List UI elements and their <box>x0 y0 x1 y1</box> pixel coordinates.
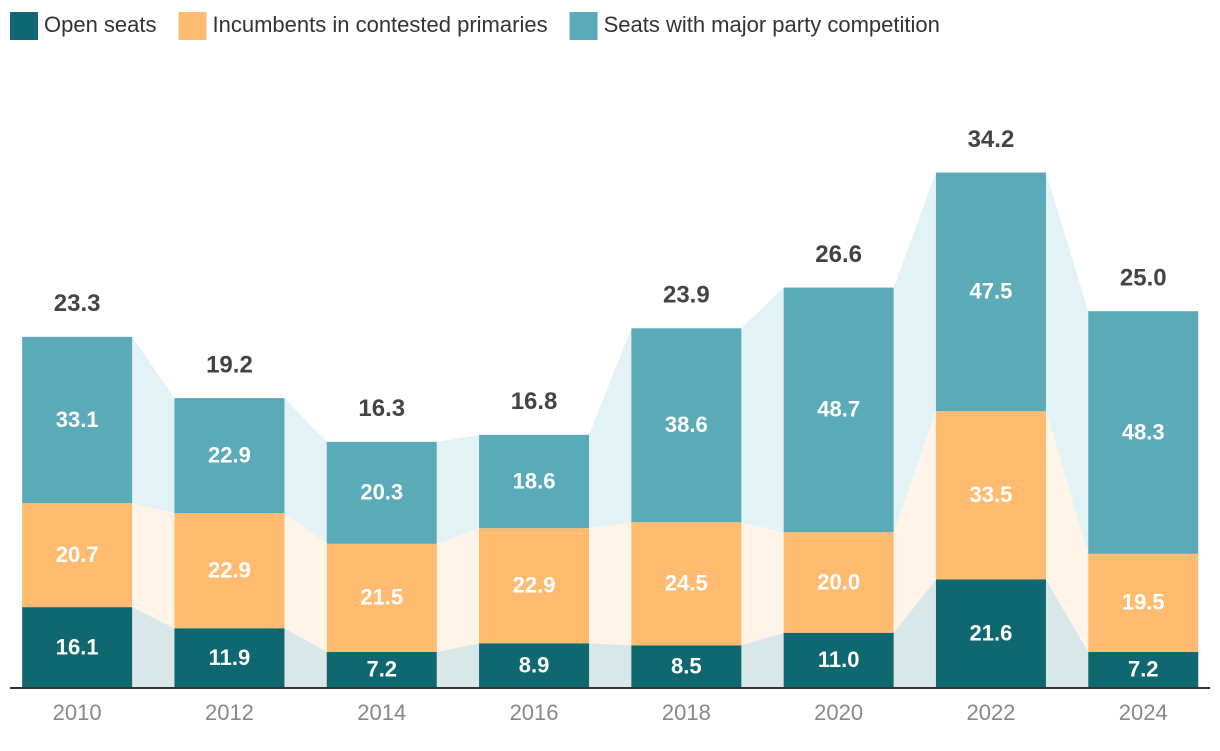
bar-segment <box>631 522 742 646</box>
segment-label: 7.2 <box>1128 657 1159 682</box>
bar-segment <box>935 411 1046 580</box>
connector <box>436 434 480 544</box>
connector <box>132 336 175 514</box>
total-label: 25.0 <box>1120 265 1167 292</box>
segment-label: 8.5 <box>671 653 702 678</box>
connector <box>132 503 175 629</box>
legend-label: Open seats <box>44 12 157 37</box>
connector <box>741 287 784 533</box>
bar-segment <box>935 172 1046 412</box>
x-tick-label: 2012 <box>205 700 254 725</box>
segment-label: 19.5 <box>1122 590 1165 615</box>
segment-label: 24.5 <box>665 571 708 596</box>
connector <box>741 632 784 688</box>
segment-label: 11.9 <box>209 645 251 670</box>
bar-segment <box>22 336 133 504</box>
connector <box>1045 411 1089 652</box>
bar-segment <box>22 503 133 608</box>
bar-segment <box>479 528 590 644</box>
connector <box>589 522 632 646</box>
connector <box>1045 172 1089 554</box>
segment-label: 20.0 <box>817 569 860 594</box>
connector <box>893 172 936 533</box>
segment-label: 33.1 <box>56 407 99 432</box>
bar-segment <box>1088 553 1199 652</box>
total-label: 23.3 <box>54 290 101 317</box>
connector <box>893 579 936 688</box>
connector <box>132 607 175 688</box>
bar-segment <box>479 434 590 529</box>
bar-segment <box>783 532 894 633</box>
legend-label: Incumbents in contested primaries <box>213 12 548 37</box>
connector <box>436 528 480 652</box>
total-label: 23.9 <box>663 282 710 309</box>
legend-label: Seats with major party competition <box>604 12 940 37</box>
segment-label: 11.0 <box>818 647 860 672</box>
segment-label: 22.9 <box>513 573 556 598</box>
legend-swatch <box>569 12 598 40</box>
legend-swatch <box>10 12 38 40</box>
connector <box>436 643 480 688</box>
connector <box>589 328 632 529</box>
legend-swatch <box>178 12 207 40</box>
bar-segment <box>935 579 1046 688</box>
total-label: 34.2 <box>968 126 1015 153</box>
bar-segment <box>174 513 285 629</box>
segment-label: 33.5 <box>970 482 1013 507</box>
segment-label: 18.6 <box>513 468 556 493</box>
bar-segment <box>22 607 133 688</box>
segment-label: 48.3 <box>1122 419 1165 444</box>
bar-segment <box>326 651 437 688</box>
segment-label: 7.2 <box>366 657 397 682</box>
x-tick-label: 2024 <box>1119 700 1168 725</box>
total-label: 19.2 <box>206 351 253 378</box>
connector <box>741 522 784 646</box>
total-label: 26.6 <box>815 241 862 268</box>
segment-label: 47.5 <box>970 279 1013 304</box>
bar-segment <box>174 398 285 514</box>
total-label: 16.8 <box>511 388 558 415</box>
bar-segment <box>1088 651 1199 688</box>
bar-segment <box>631 328 742 523</box>
bar-segment <box>783 287 894 533</box>
bar-segment <box>174 628 285 688</box>
bar-segment <box>783 632 894 688</box>
connector <box>284 398 327 544</box>
connector <box>284 628 327 688</box>
segment-label: 8.9 <box>519 652 550 677</box>
segment-label: 21.6 <box>970 621 1013 646</box>
bar-segment <box>326 543 437 652</box>
connector <box>893 411 936 633</box>
connector <box>284 513 327 652</box>
segment-label: 22.9 <box>208 442 251 467</box>
segment-label: 48.7 <box>817 397 860 422</box>
segment-label: 22.9 <box>208 558 251 583</box>
segment-label: 20.3 <box>360 480 403 505</box>
connector <box>1045 579 1089 688</box>
bar-segment <box>1088 311 1199 554</box>
total-label: 16.3 <box>358 395 405 422</box>
segment-label: 20.7 <box>56 542 99 567</box>
x-tick-label: 2014 <box>357 700 406 725</box>
segment-label: 21.5 <box>360 585 403 610</box>
segment-label: 16.1 <box>56 634 99 659</box>
bar-segment <box>631 645 742 688</box>
segment-label: 38.6 <box>665 412 708 437</box>
x-tick-label: 2016 <box>510 700 559 725</box>
x-tick-label: 2010 <box>53 700 102 725</box>
x-tick-label: 2018 <box>662 700 711 725</box>
bar-segment <box>479 643 590 688</box>
connector <box>589 643 632 688</box>
x-tick-label: 2020 <box>814 700 863 725</box>
x-tick-label: 2022 <box>966 700 1015 725</box>
bar-segment <box>326 441 437 544</box>
